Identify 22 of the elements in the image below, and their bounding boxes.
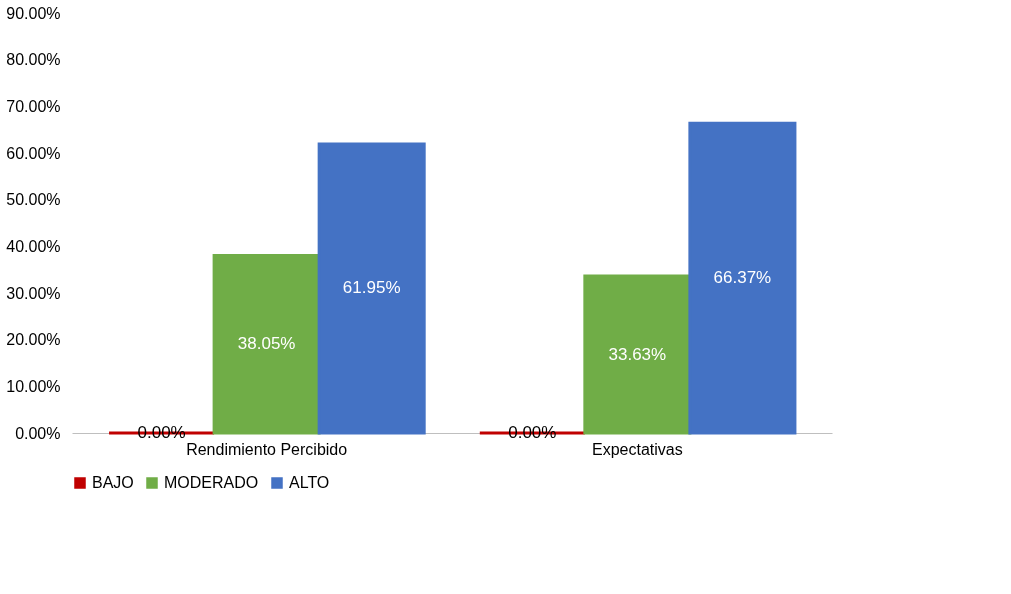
x-tick-label: Expectativas — [592, 440, 683, 458]
bar — [212, 253, 321, 435]
data-label: 33.63% — [608, 344, 667, 364]
legend-label: ALTO — [289, 474, 330, 491]
y-tick-label: 90.00% — [6, 4, 61, 22]
y-tick-label: 30.00% — [6, 284, 61, 302]
bar — [688, 121, 797, 435]
y-tick-label: 50.00% — [6, 191, 61, 209]
x-tick-label: Rendimiento Percibido — [186, 440, 348, 458]
data-label: 61.95% — [342, 278, 401, 298]
y-tick-label: 70.00% — [6, 97, 61, 115]
legend-label: MODERADO — [164, 474, 259, 491]
bar — [317, 142, 426, 435]
legend-label: BAJO — [92, 474, 134, 491]
y-tick-label: 40.00% — [6, 237, 61, 255]
data-label: 66.37% — [713, 268, 772, 288]
y-tick-label: 80.00% — [6, 51, 61, 69]
y-tick-label: 20.00% — [6, 331, 61, 349]
y-tick-label: 10.00% — [6, 377, 61, 395]
y-tick-label: 0.00% — [15, 424, 61, 442]
data-label: 38.05% — [237, 334, 296, 354]
y-tick-label: 60.00% — [6, 144, 61, 162]
